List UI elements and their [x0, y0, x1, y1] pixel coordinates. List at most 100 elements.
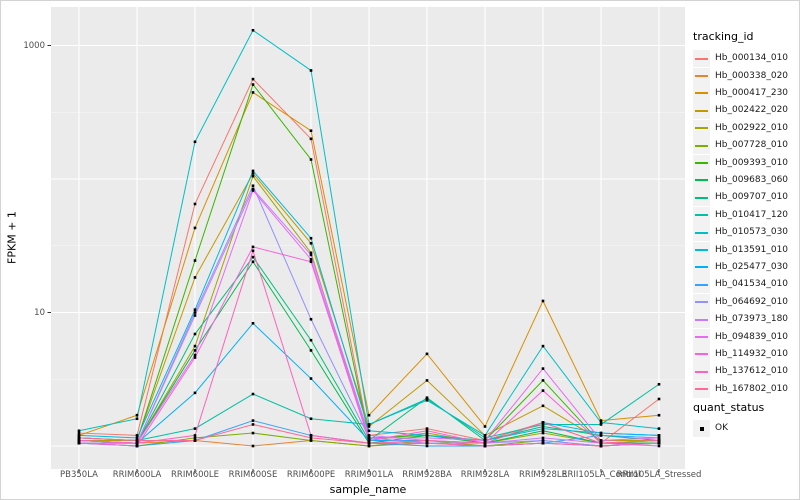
point-marker-icon	[699, 426, 704, 431]
y-tick-label: 10	[34, 307, 45, 318]
data-point	[193, 311, 197, 314]
legend-label: Hb_010417_120	[715, 209, 789, 220]
data-point	[193, 308, 197, 311]
data-point	[135, 436, 139, 440]
data-point	[251, 419, 255, 422]
x-tick-label: RRIM928LE	[519, 470, 567, 480]
legend-label: Hb_000134_010	[715, 53, 789, 64]
data-point	[193, 391, 197, 395]
legend-key-box	[693, 84, 710, 102]
data-point	[367, 434, 371, 437]
data-point	[425, 427, 429, 430]
data-point	[193, 140, 197, 144]
legend-label: Hb_073973_180	[715, 314, 789, 325]
legend-key-box	[693, 67, 710, 85]
data-point	[599, 441, 603, 445]
legend-label: Hb_009393_010	[715, 157, 789, 168]
data-point	[193, 344, 197, 348]
legend-label: Hb_025477_030	[715, 261, 789, 272]
data-point	[541, 425, 545, 428]
x-tick-label: RRIM901LA	[344, 470, 394, 480]
data-point	[425, 434, 429, 437]
x-tick-label: PB350LA	[60, 470, 98, 480]
legend-entry-Hb_137612_010: Hb_137612_010	[693, 363, 788, 381]
data-point	[541, 441, 545, 445]
legend-key-box	[693, 311, 710, 329]
data-point	[541, 436, 545, 440]
legend-key-line-icon	[695, 162, 708, 165]
data-point	[599, 419, 603, 422]
x-tick-label: RRIM600PE	[286, 470, 336, 480]
legend-key-box	[693, 380, 710, 398]
data-point	[251, 392, 255, 396]
data-point	[193, 439, 197, 442]
legend-label: Hb_094839_010	[715, 331, 789, 342]
legend-label: Hb_114932_010	[715, 348, 789, 359]
legend-entry-Hb_009707_010: Hb_009707_010	[693, 189, 789, 207]
legend-entry-Hb_002422_020: Hb_002422_020	[693, 102, 789, 120]
data-point	[483, 434, 487, 437]
data-point	[541, 389, 545, 392]
legend-label: Hb_009707_010	[715, 192, 789, 203]
legend-key-box	[693, 102, 710, 120]
data-point	[657, 444, 661, 448]
data-point	[251, 83, 255, 86]
data-point	[541, 431, 545, 435]
data-point	[77, 434, 81, 437]
data-point	[251, 174, 255, 178]
x-tick-label: RRII105LA_Stressed	[616, 470, 702, 480]
data-point	[251, 169, 255, 173]
legend-entry-Hb_010573_030: Hb_010573_030	[693, 224, 789, 242]
data-point	[309, 69, 313, 72]
legend-key-line-icon	[695, 214, 708, 217]
legend-key-line-icon	[695, 92, 708, 95]
data-point	[135, 434, 139, 437]
data-point	[309, 436, 313, 440]
data-point	[251, 322, 255, 325]
data-point	[309, 158, 313, 161]
data-point	[599, 421, 603, 424]
data-point	[541, 427, 545, 430]
data-point	[309, 338, 313, 342]
legend-entry-Hb_010417_120: Hb_010417_120	[693, 206, 789, 224]
legend-entry-Hb_073973_180: Hb_073973_180	[693, 311, 789, 329]
legend-key-line-icon	[695, 144, 708, 147]
data-point	[541, 344, 545, 348]
data-point	[309, 258, 313, 261]
data-point	[367, 425, 371, 428]
data-point	[483, 436, 487, 440]
legend-key-box	[693, 50, 710, 68]
legend-label: Hb_002422_020	[715, 105, 789, 116]
data-point	[309, 129, 313, 133]
legend-entry-Hb_114932_010: Hb_114932_010	[693, 345, 789, 363]
data-point	[193, 356, 197, 359]
data-point	[251, 172, 255, 175]
data-point	[483, 425, 487, 428]
legend-entry-Hb_000134_010: Hb_000134_010	[693, 50, 789, 68]
legend-key-box	[693, 154, 710, 172]
legend-key-box	[693, 189, 710, 207]
data-point	[135, 417, 139, 421]
legend-label: Hb_167802_010	[715, 383, 789, 394]
data-point	[135, 439, 139, 442]
data-point	[367, 429, 371, 433]
data-point	[309, 260, 313, 264]
data-point	[309, 377, 313, 380]
data-point	[657, 434, 661, 437]
legend-key-line-icon	[695, 75, 708, 78]
legend-label: Hb_041534_010	[715, 279, 789, 290]
legend-label: Hb_010573_030	[715, 227, 789, 238]
data-point	[309, 439, 313, 442]
legend-entry-Hb_009683_060: Hb_009683_060	[693, 171, 788, 189]
legend-entry-Hb_009393_010: Hb_009393_010	[693, 154, 789, 172]
data-point	[193, 353, 197, 357]
legend-key-line-icon	[695, 353, 708, 356]
legend-key-line-icon	[695, 109, 708, 112]
data-point	[599, 423, 603, 426]
legend-key-box	[693, 241, 710, 259]
x-tick-label: RRII105LA_Control	[561, 470, 641, 480]
data-point	[309, 349, 313, 352]
data-point	[251, 91, 255, 94]
legend-key-line-icon	[695, 370, 708, 373]
